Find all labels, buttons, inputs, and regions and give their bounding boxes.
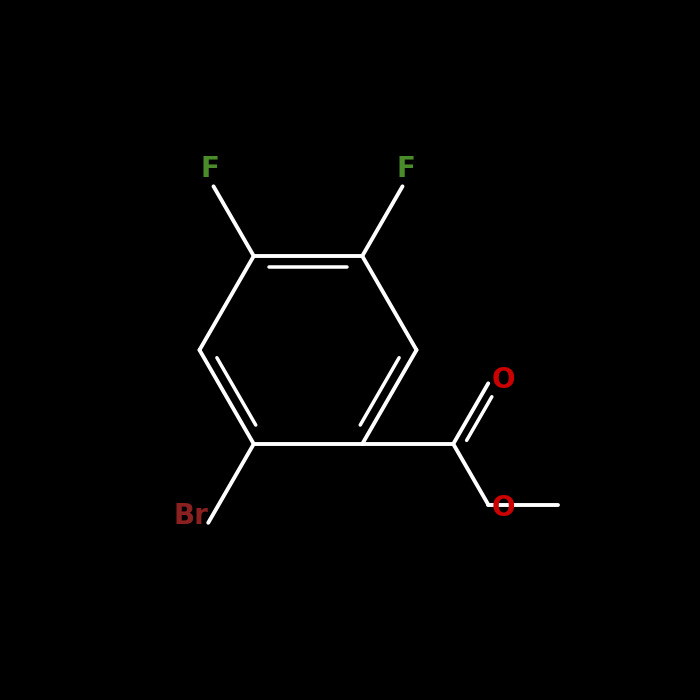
Text: O: O [492, 494, 515, 522]
Text: F: F [397, 155, 415, 183]
Text: O: O [492, 366, 515, 394]
Text: Br: Br [174, 502, 208, 530]
Text: F: F [201, 155, 219, 183]
